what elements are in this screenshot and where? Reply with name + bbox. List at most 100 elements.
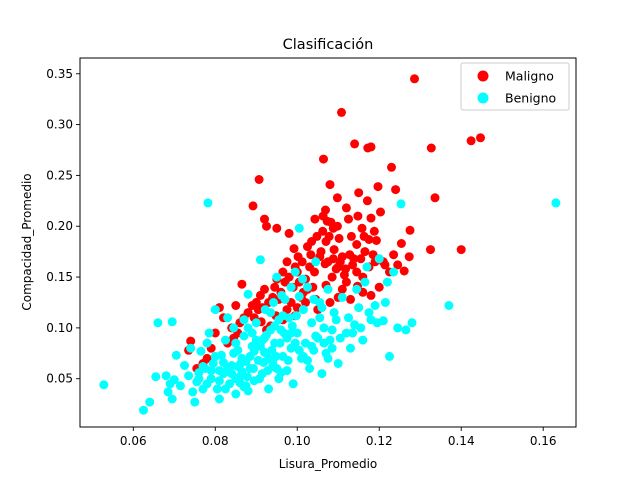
legend-label-maligno: Maligno (505, 69, 554, 84)
data-point-maligno (346, 231, 356, 241)
data-point-benigno (315, 313, 325, 323)
data-point-maligno (210, 328, 220, 338)
data-point-maligno (476, 133, 485, 143)
data-point-maligno (344, 214, 353, 224)
data-point-maligno (318, 226, 328, 236)
data-point-maligno (346, 294, 355, 304)
data-point-benigno (208, 359, 218, 368)
data-point-maligno (456, 245, 466, 255)
data-point-benigno (188, 387, 198, 397)
data-point-benigno (275, 338, 285, 348)
data-point-benigno (171, 350, 181, 360)
data-point-benigno (298, 274, 308, 284)
data-point-benigno (229, 348, 239, 358)
data-point-benigno (259, 358, 269, 367)
data-point-benigno (323, 284, 333, 294)
data-point-benigno (198, 362, 208, 371)
data-point-benigno (362, 262, 372, 272)
data-point-benigno (444, 301, 454, 310)
y-tick-label: 0.30 (46, 118, 73, 132)
data-point-maligno (387, 162, 396, 172)
data-point-benigno (231, 389, 241, 399)
data-point-maligno (366, 213, 376, 223)
data-point-benigno (354, 303, 364, 313)
x-tick-label: 0.10 (284, 434, 311, 448)
data-point-benigno (260, 305, 270, 315)
data-point-benigno (294, 291, 304, 301)
data-point-benigno (203, 198, 213, 208)
data-point-maligno (430, 193, 440, 203)
data-point-benigno (214, 376, 224, 386)
data-point-benigno (202, 379, 212, 389)
data-point-benigno (298, 305, 308, 315)
y-tick-label: 0.15 (46, 270, 73, 284)
x-tick-label: 0.14 (448, 434, 475, 448)
data-point-benigno (151, 372, 161, 382)
data-point-maligno (303, 242, 312, 252)
data-point-maligno (341, 277, 351, 287)
data-point-maligno (322, 216, 332, 226)
data-point-benigno (307, 318, 317, 328)
data-point-benigno (329, 308, 339, 318)
data-point-benigno (279, 328, 289, 338)
x-tick-label: 0.16 (530, 434, 557, 448)
data-point-benigno (210, 305, 220, 315)
data-point-benigno (161, 371, 171, 381)
plot-frame (79, 57, 577, 428)
data-point-benigno (242, 372, 252, 382)
data-point-maligno (352, 267, 362, 277)
data-point-benigno (163, 387, 173, 397)
y-tick-label: 0.10 (46, 321, 73, 335)
data-point-maligno (405, 225, 415, 235)
data-point-benigno (288, 379, 298, 389)
data-point-maligno (301, 298, 310, 307)
data-point-maligno (337, 107, 346, 117)
data-point-benigno (99, 380, 109, 390)
data-point-benigno (333, 359, 343, 368)
data-point-maligno (426, 245, 435, 255)
data-point-maligno (316, 247, 326, 257)
data-point-benigno (323, 353, 333, 363)
data-point-benigno (272, 272, 282, 282)
data-point-benigno (551, 198, 561, 208)
data-point-benigno (206, 366, 216, 376)
data-point-benigno (212, 384, 222, 394)
legend: Maligno Benigno (460, 62, 570, 111)
data-point-benigno (196, 346, 206, 356)
data-point-maligno (186, 336, 196, 346)
data-point-benigno (346, 343, 355, 353)
data-point-maligno (360, 247, 370, 257)
data-point-benigno (210, 351, 220, 361)
data-point-maligno (352, 240, 362, 249)
data-point-benigno (278, 311, 288, 321)
data-point-maligno (331, 264, 341, 274)
data-point-maligno (363, 143, 373, 153)
legend-marker-benigno (477, 92, 489, 104)
data-point-benigno (263, 366, 273, 376)
points-layer (99, 74, 561, 415)
data-point-benigno (269, 298, 278, 307)
data-point-benigno (337, 292, 347, 302)
legend-marker-maligno (477, 70, 489, 82)
data-point-maligno (255, 290, 265, 300)
data-point-maligno (399, 266, 409, 276)
data-point-maligno (305, 262, 315, 272)
data-point-benigno (311, 257, 321, 267)
data-point-benigno (396, 199, 406, 209)
data-point-maligno (393, 260, 403, 270)
data-point-benigno (255, 255, 265, 265)
data-point-benigno (319, 323, 329, 333)
data-point-maligno (357, 223, 367, 233)
data-point-maligno (325, 180, 335, 190)
data-point-benigno (335, 333, 345, 343)
data-point-benigno (290, 338, 300, 348)
y-tick-label: 0.20 (46, 219, 73, 233)
data-point-benigno (221, 384, 230, 394)
data-point-maligno (356, 254, 366, 264)
data-point-benigno (248, 364, 258, 373)
data-point-maligno (262, 221, 271, 231)
data-point-benigno (277, 290, 287, 300)
data-point-benigno (153, 318, 163, 328)
data-point-benigno (311, 331, 321, 341)
